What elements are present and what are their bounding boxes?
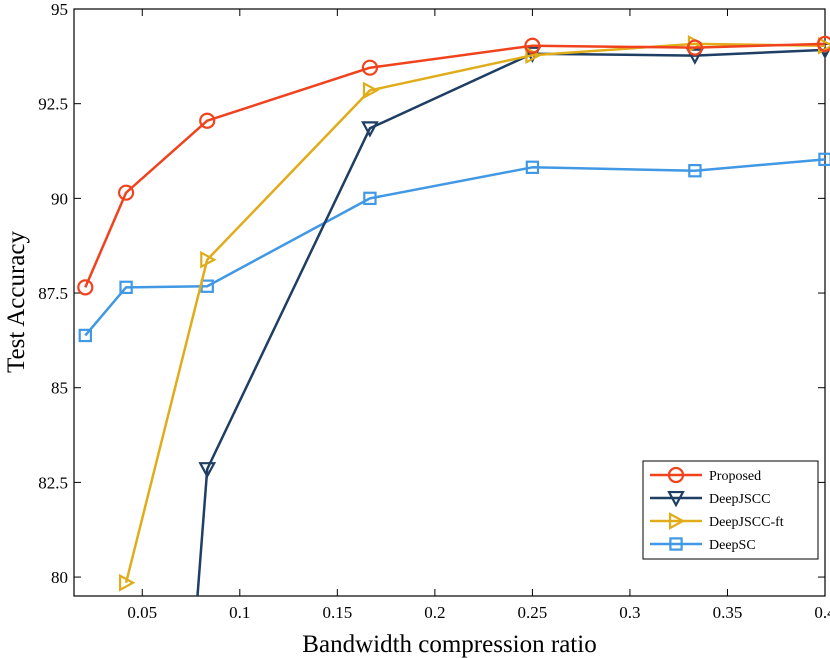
x-tick-label: 0.1 (229, 603, 250, 622)
x-tick-label: 0.15 (322, 603, 352, 622)
legend: Proposed DeepJSCC DeepJSCC-ft DeepSC (642, 460, 819, 560)
x-axis-title: Bandwidth compression ratio (302, 631, 596, 658)
legend-label: DeepSC (709, 538, 756, 553)
data-point-square (818, 152, 830, 167)
series-line (84, 158, 826, 337)
data-point-triangle-right (119, 573, 136, 592)
data-point-triangle-down (667, 490, 685, 508)
x-tick-label: 0.05 (127, 603, 157, 622)
y-tick-label: 85 (51, 379, 68, 398)
data-point-square (688, 164, 702, 178)
data-point-circle (361, 59, 379, 76)
data-point-circle (667, 466, 685, 484)
legend-entry: Proposed (650, 466, 761, 484)
data-point-triangle-right (200, 250, 217, 269)
data-point-triangle-right (668, 512, 686, 530)
legend-label: DeepJSCC (709, 492, 770, 507)
data-point-square (78, 328, 93, 343)
y-tick-label: 82.5 (38, 473, 68, 492)
series-line (124, 42, 826, 584)
legend-label: Proposed (709, 469, 761, 484)
data-point-circle (199, 112, 216, 129)
y-tick-label: 87.5 (38, 284, 68, 303)
data-point-circle (816, 35, 830, 52)
x-axis: 0.05 0.1 0.15 0.2 0.25 0.3 0.35 0.4 (127, 9, 830, 622)
data-point-circle (686, 39, 703, 56)
series-line (84, 42, 826, 288)
x-tick-label: 0.2 (424, 603, 445, 622)
x-tick-label: 0.3 (619, 603, 640, 622)
y-tick-label: 90 (51, 189, 68, 208)
x-tick-label: 0.25 (518, 603, 548, 622)
y-tick-label: 92.5 (38, 95, 68, 114)
data-point-square (525, 160, 540, 175)
series-proposed (77, 35, 830, 296)
series-layer (77, 34, 830, 596)
data-point-triangle-down (198, 462, 217, 479)
data-point-circle (117, 184, 135, 201)
data-point-circle (524, 37, 541, 54)
legend-entry: DeepJSCC-ft (650, 512, 784, 530)
data-point-circle (77, 279, 94, 296)
series-line (196, 48, 826, 596)
data-point-triangle-down (361, 121, 379, 138)
x-tick-label: 0.4 (814, 603, 830, 622)
legend-entry: DeepJSCC (650, 490, 770, 508)
data-point-square (119, 280, 133, 295)
data-point-triangle-right (362, 81, 380, 100)
y-tick-label: 80 (51, 568, 68, 587)
data-point-square (363, 191, 377, 206)
legend-entry: DeepSC (650, 537, 756, 553)
y-axis-title: Test Accuracy (3, 231, 30, 373)
y-axis: 80 82.5 85 87.5 90 92.5 95 (38, 0, 825, 587)
x-tick-label: 0.35 (713, 603, 743, 622)
y-tick-label: 95 (51, 0, 68, 19)
data-point-triangle-down (686, 48, 704, 65)
data-point-square (669, 537, 683, 551)
legend-label: DeepJSCC-ft (709, 515, 784, 530)
legend-box (642, 460, 819, 560)
